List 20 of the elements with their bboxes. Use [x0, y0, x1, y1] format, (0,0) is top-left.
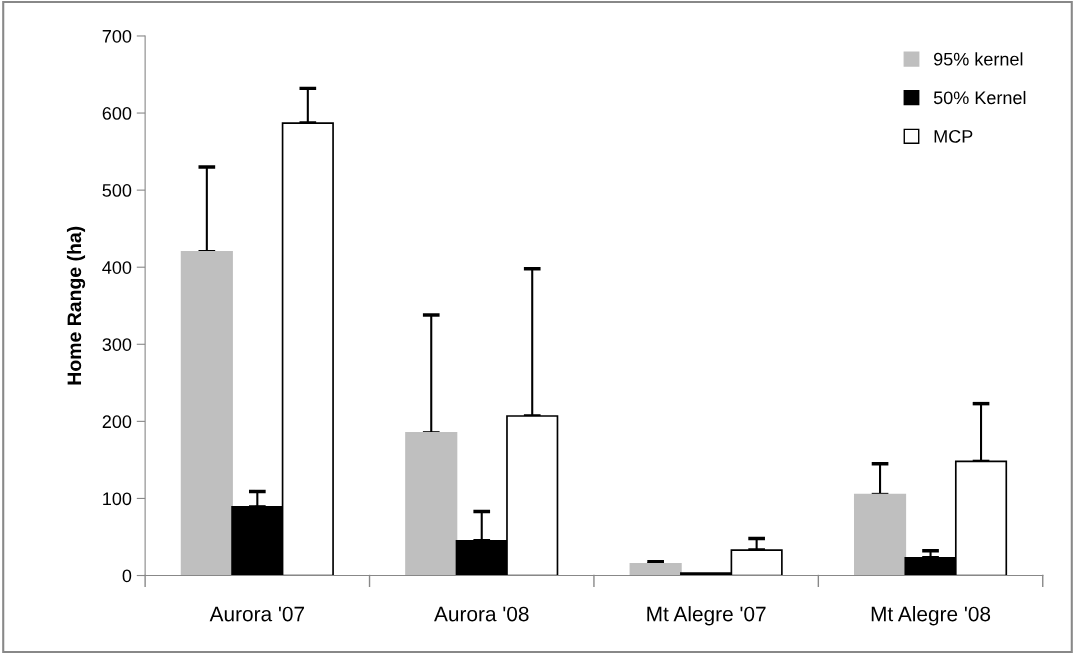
- y-tick-label: 100: [103, 492, 132, 506]
- y-tick-label: 200: [102, 415, 132, 429]
- bar: [405, 432, 458, 576]
- legend-label: MCP: [934, 129, 973, 143]
- legend-label: 50% Kernel: [933, 90, 1026, 105]
- bar: [629, 563, 682, 576]
- y-tick-label: 400: [102, 261, 132, 274]
- legend-label: 95% kernel: [934, 52, 1023, 66]
- x-tick-label: Aurora '08: [434, 606, 529, 622]
- y-tick-label: 700: [102, 29, 132, 43]
- bar: [180, 250, 233, 576]
- x-tick-label: Aurora '07: [209, 606, 305, 622]
- y-tick-label: 600: [102, 106, 132, 120]
- y-tick-label: 500: [102, 184, 132, 197]
- y-axis-title: Home Range (ha): [66, 226, 86, 385]
- y-tick-label: 0: [122, 569, 132, 583]
- x-tick-label: Mt Alegre '07: [647, 606, 766, 626]
- y-tick-label: 300: [102, 338, 132, 351]
- bar: [853, 493, 907, 576]
- x-tick-label: Mt Alegre '08: [871, 606, 991, 626]
